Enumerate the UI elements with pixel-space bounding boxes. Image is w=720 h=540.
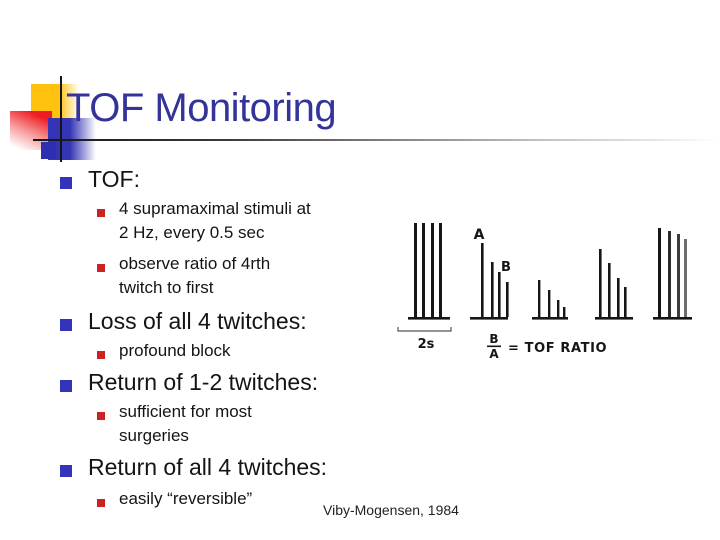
red-square-bullet-icon <box>97 351 105 359</box>
bullet-text: profound block <box>119 341 231 360</box>
twitch-bar <box>439 223 442 317</box>
blue-square-bullet-icon <box>60 380 72 392</box>
twitch-bar <box>431 223 434 317</box>
twitch-bar <box>677 234 680 317</box>
twitch-bar <box>414 223 417 317</box>
fraction-bar <box>487 345 501 348</box>
bullet-text: easily “reversible” <box>119 489 253 508</box>
twitch-baseline-recovery-partial <box>595 317 633 320</box>
twitch-baseline-fade-moderate <box>470 317 508 320</box>
slide-title: TOF Monitoring <box>66 86 337 130</box>
blue-square-bullet-icon <box>60 177 72 189</box>
bullet-text: Loss of all 4 twitches: <box>88 308 307 334</box>
twitch-bar <box>498 272 501 317</box>
bullet-item-observe-ratio: observe ratio of 4rth twitch to first <box>97 252 270 300</box>
twitch-bar <box>481 243 484 317</box>
twitch-bar <box>506 282 509 317</box>
twitch-bar <box>557 300 560 317</box>
twitch-bar <box>422 223 425 317</box>
twitch-bar <box>563 307 566 317</box>
decoration-vertical-line <box>60 76 62 162</box>
bullet-text: sufficient for most surgeries <box>119 402 252 445</box>
fraction-denominator: A <box>489 347 499 361</box>
twitch-bar <box>608 263 611 317</box>
citation-text: Viby-Mogensen, 1984 <box>323 502 459 518</box>
bullet-text: Return of 1-2 twitches: <box>88 369 319 395</box>
twitch-bar <box>599 249 602 317</box>
twitch-bar <box>668 231 671 317</box>
bullet-item-reversible: easily “reversible” <box>97 487 252 511</box>
bullet-item-return-1-2: Return of 1-2 twitches: <box>60 369 318 395</box>
bullet-text: Return of all 4 twitches: <box>88 454 328 480</box>
twitch-bar <box>548 290 551 317</box>
timescale-label: 2s <box>418 337 435 352</box>
twitch-bar <box>617 278 620 317</box>
twitch-baseline-control-four-equal <box>408 317 450 320</box>
red-square-bullet-icon <box>97 209 105 217</box>
tof-ratio-label: = TOF RATIO <box>508 341 607 356</box>
red-square-bullet-icon <box>97 264 105 272</box>
fourth-twitch-label: B <box>501 260 511 275</box>
blue-square-bullet-icon <box>60 465 72 477</box>
bullet-item-return-all-4: Return of all 4 twitches: <box>60 454 327 480</box>
bullet-text: TOF: <box>88 166 140 192</box>
tof-twitch-diagram: 2s A B B A = TOF RATIO <box>397 223 692 361</box>
red-square-bullet-icon <box>97 412 105 420</box>
blue-square-bullet-icon <box>60 319 72 331</box>
twitch-bar <box>624 287 627 317</box>
title-underline-rule <box>33 139 720 141</box>
bullet-text: observe ratio of 4rth twitch to first <box>119 254 271 297</box>
twitch-baseline-fade-deep <box>532 317 568 320</box>
bullet-item-stimuli: 4 supramaximal stimuli at 2 Hz, every 0.… <box>97 197 311 245</box>
bullet-item-sufficient: sufficient for most surgeries <box>97 400 252 448</box>
twitch-bar <box>538 280 541 317</box>
bullet-item-loss-of-twitches: Loss of all 4 twitches: <box>60 308 307 334</box>
timescale-bracket <box>397 327 452 332</box>
bullet-item-profound-block: profound block <box>97 339 231 363</box>
twitch-baseline-recovery-full <box>653 317 692 320</box>
first-twitch-label: A <box>474 227 485 243</box>
red-square-bullet-icon <box>97 499 105 507</box>
twitch-bar <box>684 239 687 317</box>
decoration-blue-square-small <box>41 142 56 159</box>
twitch-bar <box>658 228 661 317</box>
bullet-item-tof: TOF: <box>60 166 140 192</box>
fraction-numerator: B <box>489 332 498 346</box>
twitch-bar <box>491 262 494 317</box>
bullet-text: 4 supramaximal stimuli at 2 Hz, every 0.… <box>119 199 311 242</box>
